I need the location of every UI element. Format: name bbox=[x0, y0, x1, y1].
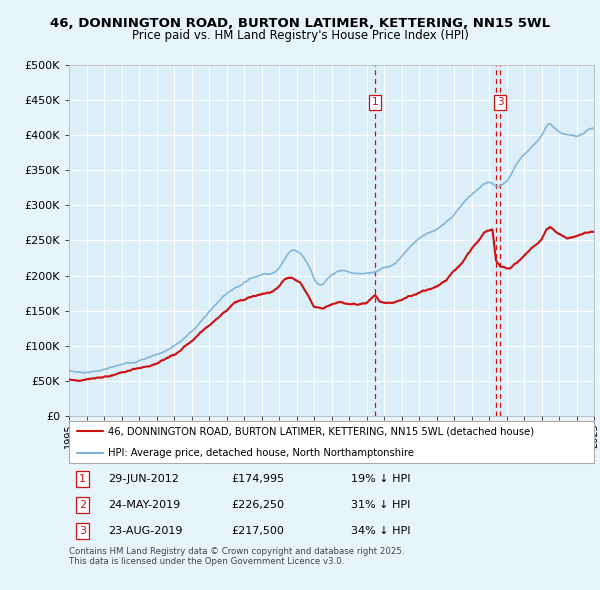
Text: 2: 2 bbox=[79, 500, 86, 510]
Text: £226,250: £226,250 bbox=[231, 500, 284, 510]
Text: 34% ↓ HPI: 34% ↓ HPI bbox=[351, 526, 410, 536]
Text: 3: 3 bbox=[79, 526, 86, 536]
Text: 1: 1 bbox=[79, 474, 86, 484]
Text: £174,995: £174,995 bbox=[231, 474, 284, 484]
Text: 29-JUN-2012: 29-JUN-2012 bbox=[108, 474, 179, 484]
Text: Price paid vs. HM Land Registry's House Price Index (HPI): Price paid vs. HM Land Registry's House … bbox=[131, 30, 469, 42]
Text: 19% ↓ HPI: 19% ↓ HPI bbox=[351, 474, 410, 484]
Text: 46, DONNINGTON ROAD, BURTON LATIMER, KETTERING, NN15 5WL (detached house): 46, DONNINGTON ROAD, BURTON LATIMER, KET… bbox=[109, 427, 535, 436]
Text: 31% ↓ HPI: 31% ↓ HPI bbox=[351, 500, 410, 510]
Text: 24-MAY-2019: 24-MAY-2019 bbox=[108, 500, 180, 510]
Text: 46, DONNINGTON ROAD, BURTON LATIMER, KETTERING, NN15 5WL: 46, DONNINGTON ROAD, BURTON LATIMER, KET… bbox=[50, 17, 550, 30]
Text: 23-AUG-2019: 23-AUG-2019 bbox=[108, 526, 182, 536]
Text: 1: 1 bbox=[372, 97, 379, 107]
Text: £217,500: £217,500 bbox=[231, 526, 284, 536]
Text: 3: 3 bbox=[497, 97, 503, 107]
Text: HPI: Average price, detached house, North Northamptonshire: HPI: Average price, detached house, Nort… bbox=[109, 448, 415, 457]
Text: Contains HM Land Registry data © Crown copyright and database right 2025.
This d: Contains HM Land Registry data © Crown c… bbox=[69, 547, 404, 566]
